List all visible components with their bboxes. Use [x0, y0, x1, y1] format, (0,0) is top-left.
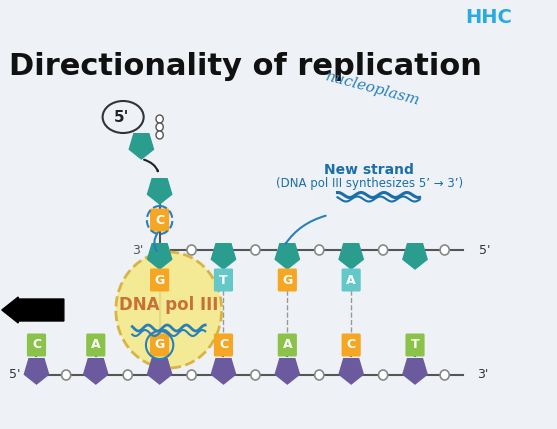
FancyBboxPatch shape: [341, 333, 361, 356]
Polygon shape: [84, 359, 108, 384]
Circle shape: [440, 245, 449, 255]
Circle shape: [251, 370, 260, 380]
Circle shape: [156, 131, 163, 139]
Text: Directionality of replication: Directionality of replication: [9, 52, 482, 81]
FancyBboxPatch shape: [150, 333, 169, 356]
Text: HHC: HHC: [465, 8, 512, 27]
Text: 5': 5': [479, 244, 490, 257]
Text: T: T: [219, 274, 228, 287]
Text: C: C: [219, 338, 228, 351]
Text: 5': 5': [8, 369, 20, 381]
Polygon shape: [25, 359, 48, 384]
Text: A: A: [282, 338, 292, 351]
Circle shape: [187, 370, 196, 380]
Text: New strand: New strand: [325, 163, 414, 177]
Text: A: A: [91, 338, 101, 351]
Circle shape: [379, 245, 388, 255]
Polygon shape: [403, 359, 427, 384]
Circle shape: [62, 370, 71, 380]
FancyBboxPatch shape: [278, 333, 297, 356]
Circle shape: [123, 370, 132, 380]
FancyArrowPatch shape: [144, 160, 158, 171]
Text: 3': 3': [477, 369, 488, 381]
Circle shape: [251, 245, 260, 255]
Text: A: A: [346, 274, 356, 287]
Text: C: C: [155, 214, 164, 227]
Text: T: T: [411, 338, 419, 351]
FancyBboxPatch shape: [214, 269, 233, 291]
Circle shape: [156, 123, 163, 131]
Text: DNA pol III: DNA pol III: [119, 296, 218, 314]
Polygon shape: [275, 359, 300, 384]
Polygon shape: [211, 244, 236, 269]
Circle shape: [315, 245, 324, 255]
FancyBboxPatch shape: [27, 333, 46, 356]
FancyBboxPatch shape: [405, 333, 424, 356]
Polygon shape: [403, 244, 427, 269]
Polygon shape: [148, 244, 172, 269]
FancyArrowPatch shape: [286, 216, 326, 244]
FancyBboxPatch shape: [86, 333, 105, 356]
Text: C: C: [32, 338, 41, 351]
Polygon shape: [129, 134, 154, 159]
Circle shape: [440, 370, 449, 380]
Text: G: G: [154, 338, 165, 351]
FancyBboxPatch shape: [150, 208, 169, 232]
Text: 3': 3': [132, 244, 143, 257]
Polygon shape: [275, 244, 300, 269]
Text: C: C: [346, 338, 356, 351]
Circle shape: [116, 252, 222, 368]
Circle shape: [315, 370, 324, 380]
FancyArrow shape: [2, 297, 64, 323]
Text: nucleoplasm: nucleoplasm: [324, 69, 422, 108]
Circle shape: [379, 370, 388, 380]
FancyArrowPatch shape: [154, 232, 158, 251]
FancyBboxPatch shape: [150, 269, 169, 291]
Polygon shape: [339, 359, 363, 384]
Polygon shape: [211, 359, 236, 384]
FancyBboxPatch shape: [278, 269, 297, 291]
Polygon shape: [148, 359, 172, 384]
Text: 5': 5': [114, 109, 129, 124]
FancyBboxPatch shape: [214, 333, 233, 356]
Polygon shape: [148, 178, 172, 204]
Text: G: G: [154, 274, 165, 287]
FancyBboxPatch shape: [341, 269, 361, 291]
Text: (DNA pol III synthesizes 5’ → 3’): (DNA pol III synthesizes 5’ → 3’): [276, 176, 463, 190]
Text: G: G: [282, 274, 292, 287]
Circle shape: [187, 245, 196, 255]
Circle shape: [156, 115, 163, 123]
Polygon shape: [339, 244, 363, 269]
